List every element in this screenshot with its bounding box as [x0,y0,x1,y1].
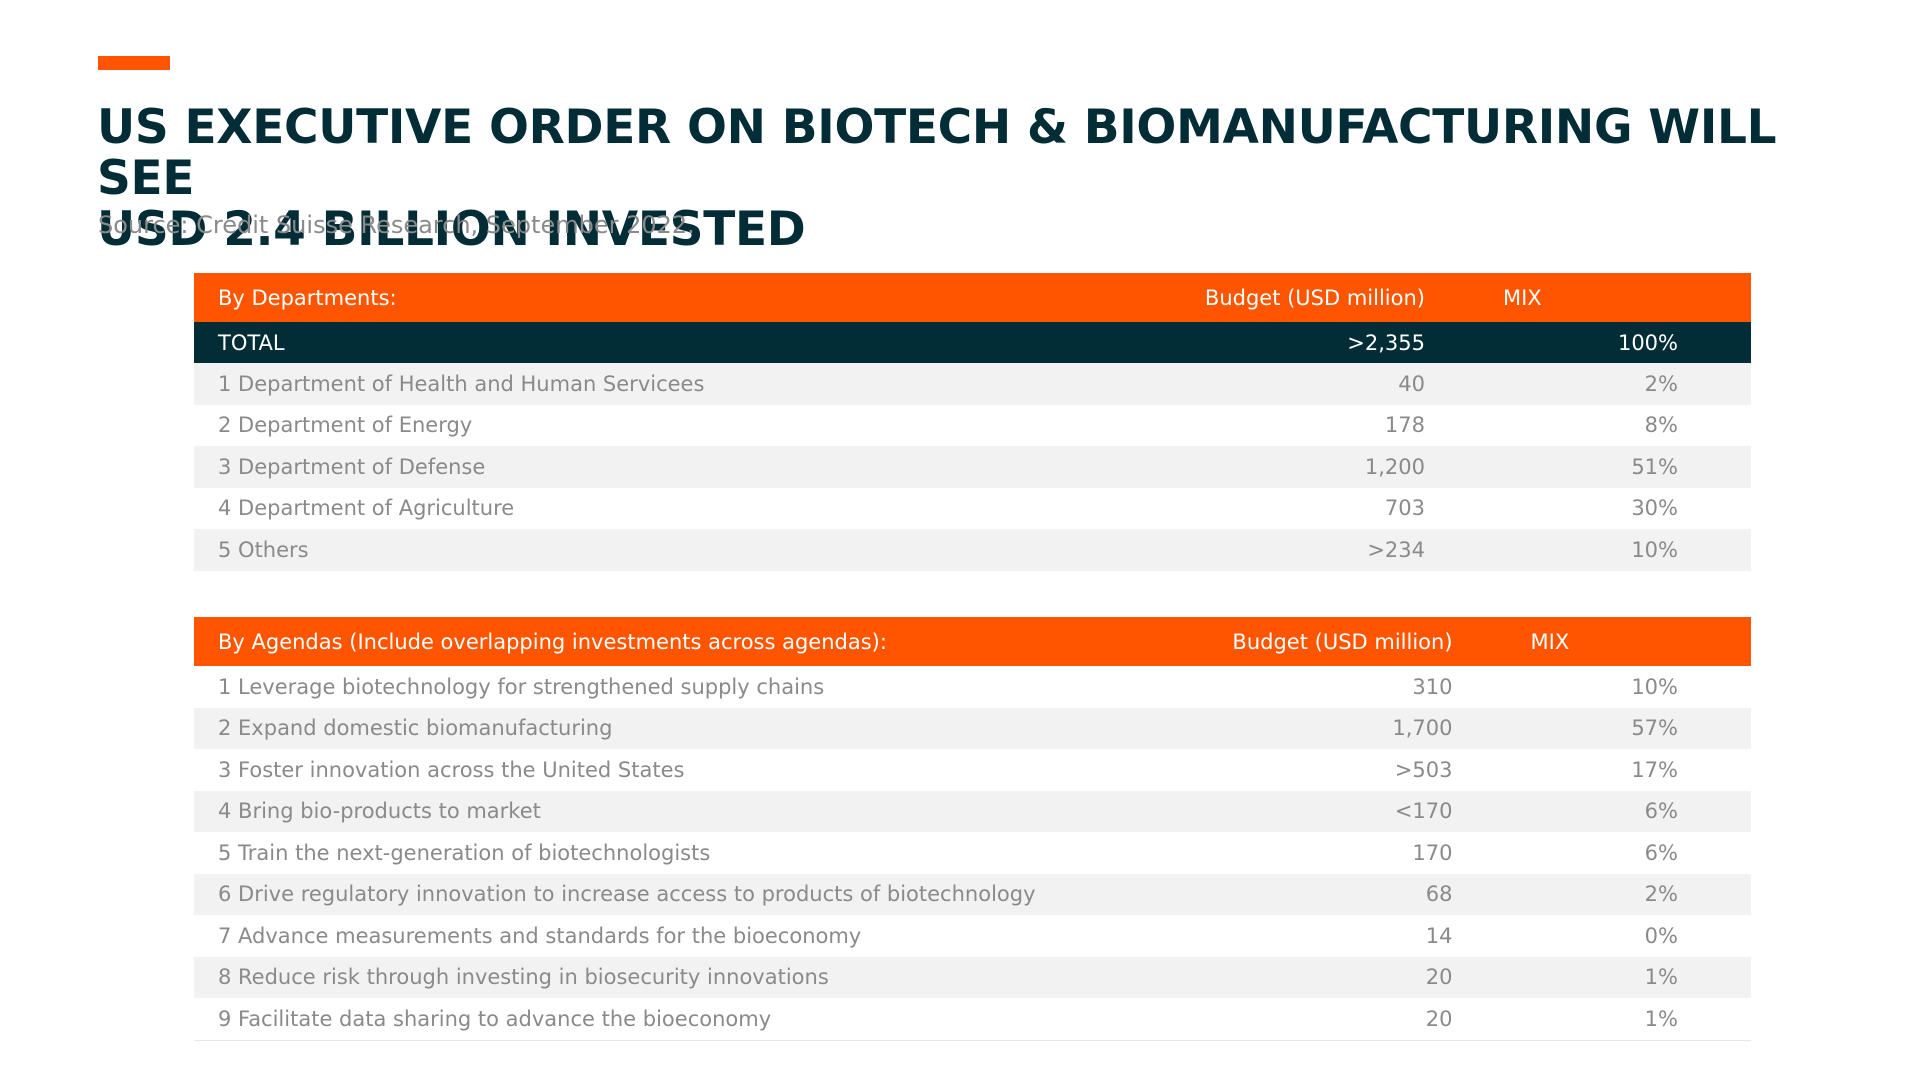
departments-table: By Departments: Budget (USD million) MIX… [194,273,1751,571]
row-mix: 10% [1631,674,1678,699]
departments-header-label: By Departments: [194,273,1145,322]
agendas-header-row: By Agendas (Include overlapping investme… [194,617,1751,666]
row-mix: 6% [1452,790,1751,832]
row-label: 3 Foster innovation across the United St… [218,757,685,782]
row-budget: 1,700 [1172,707,1453,749]
title-line-2: USD 2.4 BILLION INVESTED [97,202,806,257]
row-mix: 0% [1644,923,1678,948]
table-row: 5 Others >234 10% [194,529,1751,571]
row-budget: <170 [1172,790,1453,832]
row-budget: 68 [1172,873,1453,915]
row-label: 1 Leverage biotechnology for strengthene… [218,674,825,699]
agendas-header-mix: MIX [1452,617,1751,666]
row-budget: >503 [1394,757,1453,782]
title-line-1: US EXECUTIVE ORDER ON BIOTECH & BIOMANUF… [97,100,1777,206]
row-label: 5 Train the next-generation of biotechno… [218,840,711,865]
row-label: 8 Reduce risk through investing in biose… [194,956,1173,998]
row-budget: 178 [1384,413,1425,438]
row-mix: 1% [1452,998,1751,1041]
row-budget: 310 [1412,674,1453,699]
row-mix: 10% [1425,529,1751,571]
row-mix: 2% [1425,363,1751,405]
total-label: TOTAL [194,322,1145,363]
row-mix: 1% [1452,956,1751,998]
table-row: 2 Expand domestic biomanufacturing 1,700… [194,707,1751,749]
table-row: 1 Leverage biotechnology for strengthene… [194,666,1751,708]
row-budget: >234 [1144,529,1425,571]
row-label: 3 Department of Defense [194,446,1145,488]
total-budget: >2,355 [1144,322,1425,363]
table-row: 4 Bring bio-products to market <170 6% [194,790,1751,832]
table-row: 3 Department of Defense 1,200 51% [194,446,1751,488]
row-mix: 51% [1425,446,1751,488]
table-row: 8 Reduce risk through investing in biose… [194,956,1751,998]
row-label: 2 Department of Energy [218,413,473,438]
agendas-header-label: By Agendas (Include overlapping investme… [194,617,1173,666]
table-row: 7 Advance measurements and standards for… [194,915,1751,957]
row-budget: 20 [1172,956,1453,998]
row-mix: 57% [1452,707,1751,749]
row-label: 5 Others [194,529,1145,571]
table-row: 2 Department of Energy 178 8% [194,405,1751,447]
row-label: 1 Department of Health and Human Service… [194,363,1145,405]
table-row: 5 Train the next-generation of biotechno… [194,832,1751,874]
row-mix: 17% [1631,757,1678,782]
row-label: 4 Department of Agriculture [218,496,515,521]
table-row: 1 Department of Health and Human Service… [194,363,1751,405]
row-label: 2 Expand domestic biomanufacturing [194,707,1173,749]
source-note: Source: Credit Suisse Research, Septembe… [98,211,695,239]
table-row: 9 Facilitate data sharing to advance the… [194,998,1751,1041]
departments-total-row: TOTAL >2,355 100% [194,322,1751,363]
row-mix: 30% [1631,496,1678,521]
row-mix: 8% [1644,413,1678,438]
total-mix: 100% [1425,322,1751,363]
slide-title: US EXECUTIVE ORDER ON BIOTECH & BIOMANUF… [97,102,1857,255]
departments-header-mix: MIX [1425,273,1751,322]
departments-header-budget: Budget (USD million) [1144,273,1425,322]
row-label: 6 Drive regulatory innovation to increas… [194,873,1173,915]
row-budget: 703 [1384,496,1425,521]
row-mix: 2% [1452,873,1751,915]
table-row: 6 Drive regulatory innovation to increas… [194,873,1751,915]
row-budget: 20 [1172,998,1453,1041]
row-label: 9 Facilitate data sharing to advance the… [194,998,1173,1041]
table-row: 3 Foster innovation across the United St… [194,749,1751,791]
accent-bar [98,56,170,70]
row-mix: 6% [1644,840,1678,865]
row-label: 4 Bring bio-products to market [194,790,1173,832]
agendas-table: By Agendas (Include overlapping investme… [194,617,1751,1041]
row-budget: 14 [1425,923,1453,948]
table-row: 4 Department of Agriculture 703 30% [194,488,1751,530]
departments-header-row: By Departments: Budget (USD million) MIX [194,273,1751,322]
row-budget: 170 [1412,840,1453,865]
agendas-header-budget: Budget (USD million) [1172,617,1453,666]
row-budget: 40 [1144,363,1425,405]
row-budget: 1,200 [1144,446,1425,488]
row-label: 7 Advance measurements and standards for… [218,923,862,948]
